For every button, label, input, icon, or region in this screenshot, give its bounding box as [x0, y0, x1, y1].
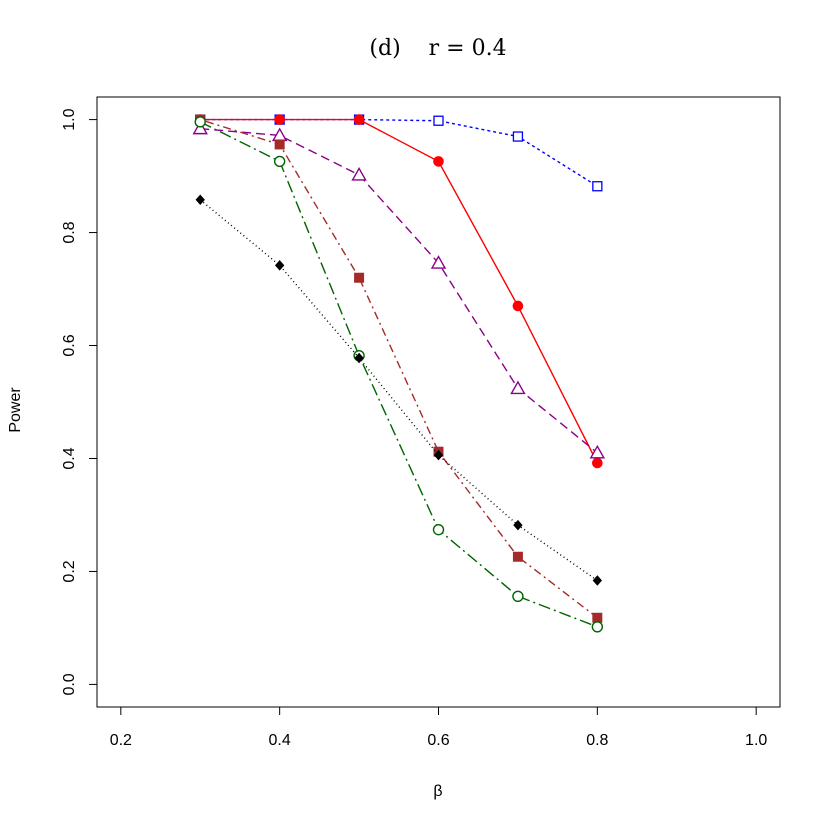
y-tick-label: 0.0: [61, 673, 78, 695]
series-4: [194, 116, 604, 633]
data-point: [192, 120, 208, 135]
series-line: [199, 199, 598, 582]
series-1: [194, 114, 603, 469]
x-axis: 0.2 0.4 0.6 0.8 1.0: [110, 707, 767, 749]
y-tick-label: 0.6: [61, 334, 78, 356]
data-point: [432, 523, 445, 536]
data-point: [433, 115, 444, 126]
data-point: [592, 457, 603, 469]
series-line: [199, 121, 598, 628]
data-point: [512, 300, 524, 312]
x-axis-label: β: [433, 783, 442, 800]
data-point: [194, 116, 206, 128]
data-point: [433, 449, 444, 461]
series-2: [192, 120, 606, 459]
data-point: [513, 519, 523, 531]
y-tick-label: 0.2: [61, 560, 78, 582]
data-point: [274, 114, 285, 125]
series-line: [200, 118, 598, 619]
series-3: [195, 114, 603, 623]
data-point: [274, 260, 285, 271]
y-axis-label: Power: [7, 387, 24, 433]
data-point: [354, 352, 364, 364]
data-point: [351, 167, 367, 181]
data-point: [591, 621, 604, 633]
data-point: [512, 131, 524, 142]
x-tick-label: 0.6: [427, 732, 449, 749]
series-line: [200, 127, 598, 454]
y-tick-label: 0.8: [61, 221, 78, 243]
plot-frame: [96, 96, 781, 708]
data-point: [592, 612, 603, 623]
series-line: [200, 118, 598, 464]
data-point: [592, 181, 603, 192]
x-tick-label: 1.0: [745, 732, 767, 749]
data-point: [353, 114, 365, 125]
series-line: [200, 118, 598, 187]
data-point: [273, 155, 286, 168]
data-point: [589, 444, 606, 459]
chart-title: (d) r = 0.4: [369, 36, 506, 61]
x-tick-label: 0.2: [110, 732, 132, 749]
series-5: [195, 194, 603, 586]
series-0: [195, 114, 603, 192]
data-point: [433, 156, 444, 167]
data-point: [592, 575, 603, 586]
data-point: [510, 380, 526, 395]
y-tick-label: 0.4: [61, 447, 78, 469]
data-point: [512, 590, 524, 602]
y-tick-label: 1.0: [61, 108, 78, 130]
series-layer: [192, 114, 606, 633]
data-point: [274, 139, 285, 150]
y-axis: 0.0 0.2 0.4 0.6 0.8 1.0: [61, 108, 97, 696]
data-point: [354, 272, 365, 283]
data-point: [195, 194, 205, 206]
data-point: [430, 255, 447, 269]
data-point: [512, 551, 523, 562]
x-tick-label: 0.4: [269, 732, 291, 749]
x-tick-label: 0.8: [586, 732, 608, 749]
